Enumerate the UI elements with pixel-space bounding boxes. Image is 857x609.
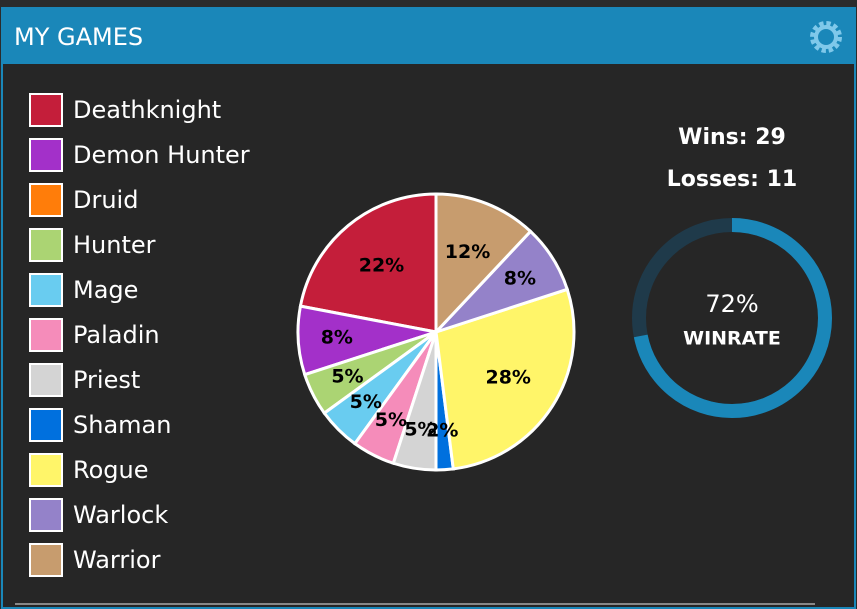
legend-swatch [29, 318, 63, 352]
legend-swatch [29, 543, 63, 577]
pie-slice [434, 287, 576, 471]
legend-swatch [29, 183, 63, 217]
legend-label: Warlock [73, 501, 168, 529]
legend-swatch [29, 453, 63, 487]
losses: Losses: 11 [667, 167, 797, 192]
header-title: MY GAMES [14, 23, 143, 51]
legend-swatch [29, 408, 63, 442]
slice-label: 28% [485, 366, 530, 388]
legend-label: Deathknight [73, 96, 221, 124]
legend-swatch [29, 363, 63, 397]
slice-label: 2% [426, 420, 458, 442]
pie-slice [434, 192, 533, 336]
legend-swatch [29, 138, 63, 172]
legend-label: Priest [73, 366, 140, 394]
wins: Wins: 29 [678, 125, 786, 150]
legend-label: Demon Hunter [73, 141, 250, 169]
slice-label: 5% [404, 419, 436, 441]
slice-label: 12% [445, 241, 490, 263]
legend-label: Shaman [73, 411, 171, 439]
legend-swatch [29, 273, 63, 307]
gear-teeth [810, 21, 842, 53]
legend-label: Warrior [73, 546, 161, 574]
legend-swatch [29, 228, 63, 262]
legend-label: Druid [73, 186, 138, 214]
slice-label: 5% [375, 409, 407, 431]
legend-swatch [29, 498, 63, 532]
legend-swatch [29, 93, 63, 127]
slice-label: 8% [321, 327, 353, 349]
slice-label: 5% [350, 391, 382, 413]
gear-ring [814, 25, 838, 49]
slice-label: 5% [331, 366, 363, 388]
header-bar [2, 8, 855, 64]
legend-label: Hunter [73, 231, 156, 259]
legend-label: Mage [73, 276, 138, 304]
settings-gear[interactable] [810, 21, 842, 53]
legend-label: Paladin [73, 321, 160, 349]
winrate-arc [632, 218, 832, 418]
slice-label: 8% [504, 267, 536, 289]
legend-label: Rogue [73, 456, 149, 484]
pie-slice [298, 192, 438, 334]
winrate-value: 72% [705, 290, 758, 318]
slice-label: 22% [359, 255, 404, 277]
winrate-caption: WINRATE [683, 328, 781, 350]
